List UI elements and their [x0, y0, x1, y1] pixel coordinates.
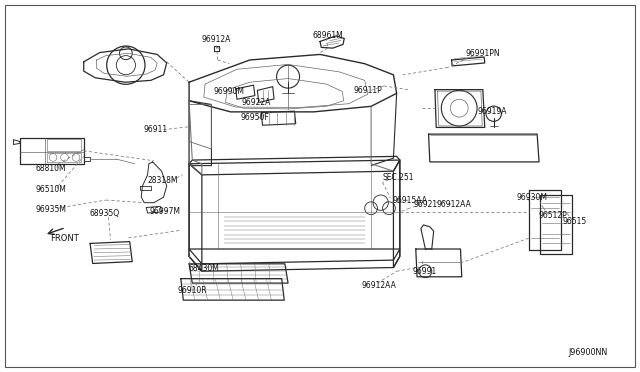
Text: 96912AA: 96912AA: [362, 281, 396, 290]
Text: 96922A: 96922A: [241, 98, 271, 107]
Text: 96991PN: 96991PN: [465, 49, 500, 58]
Text: J96900NN: J96900NN: [568, 348, 608, 357]
Text: 68961M: 68961M: [313, 31, 344, 40]
Text: 96997M: 96997M: [150, 208, 181, 217]
Text: 28318M: 28318M: [148, 176, 178, 185]
Text: 96930M: 96930M: [516, 193, 547, 202]
Text: 96515: 96515: [562, 218, 586, 227]
Text: 96510M: 96510M: [35, 185, 66, 194]
Text: 96991: 96991: [413, 267, 437, 276]
Text: 68430M: 68430M: [188, 264, 220, 273]
Text: 96950F: 96950F: [241, 113, 269, 122]
Text: 96919A: 96919A: [477, 108, 506, 116]
Text: 96915AA: 96915AA: [392, 196, 428, 205]
Text: 96912A: 96912A: [202, 35, 231, 44]
Text: FRONT: FRONT: [50, 234, 79, 243]
Text: SEC.251: SEC.251: [382, 173, 413, 182]
Text: 96912AA: 96912AA: [436, 200, 472, 209]
Text: 96911P: 96911P: [353, 86, 382, 95]
Text: 96512P: 96512P: [539, 211, 568, 220]
Text: 96935M: 96935M: [35, 205, 66, 214]
Text: 96910R: 96910R: [177, 286, 207, 295]
Text: 68810M: 68810M: [35, 164, 66, 173]
Text: 96921: 96921: [413, 200, 437, 209]
Text: 96911: 96911: [143, 125, 167, 134]
Text: 96990M: 96990M: [214, 87, 245, 96]
Text: 68935Q: 68935Q: [89, 209, 119, 218]
